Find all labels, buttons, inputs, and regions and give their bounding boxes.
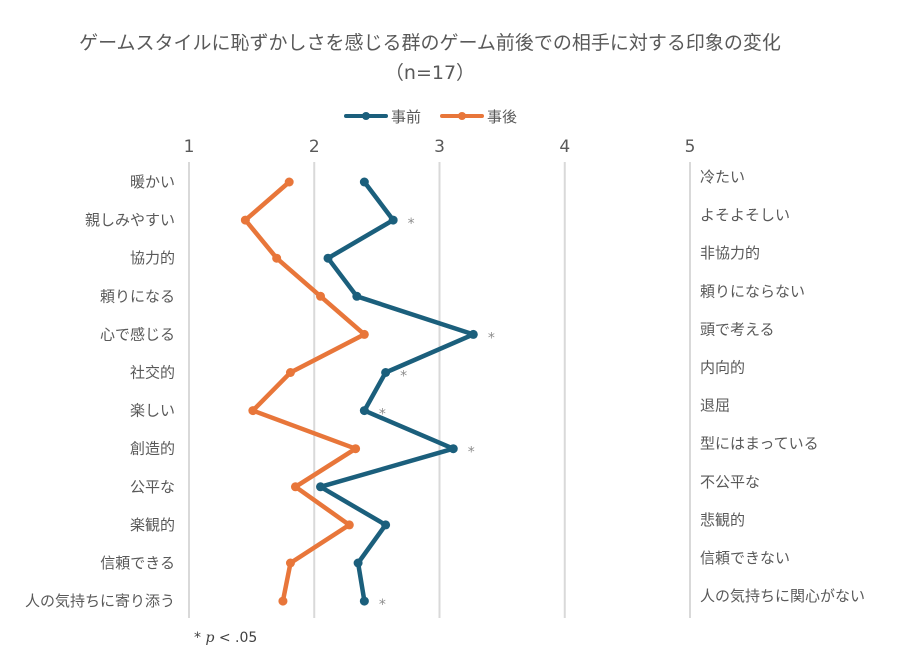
data-point (316, 291, 326, 301)
data-point (359, 329, 369, 339)
category-label-left: 協力的 (130, 249, 175, 267)
chart-title-line2: （n=17） (384, 62, 476, 84)
series-line (318, 179, 476, 604)
data-point (278, 596, 288, 606)
category-label-right: 退屈 (700, 397, 730, 415)
data-point (359, 406, 369, 416)
significance-marker: * (400, 369, 407, 385)
data-point (468, 329, 478, 339)
category-label-left: 心で感じる (100, 325, 175, 343)
category-label-left: 社交的 (130, 364, 175, 382)
category-label-left: 頼りになる (100, 287, 175, 305)
significance-marker: * (408, 216, 415, 232)
category-label-left: 公平な (130, 478, 175, 496)
significance-note: * p < .05 (194, 630, 258, 646)
chart-title: ゲームスタイルに恥ずかしさを感じる群のゲーム前後での相手に対する印象の変化 （n… (0, 28, 860, 88)
category-label-right: 信頼できない (700, 549, 790, 567)
legend-line-marker-icon (440, 104, 484, 128)
category-label-right: 頼りにならない (700, 282, 805, 300)
x-tick-label: 2 (309, 137, 320, 157)
x-tick-label: 1 (184, 137, 195, 157)
series-line (243, 179, 367, 604)
data-point (388, 215, 398, 225)
significance-marker: * (379, 597, 386, 613)
data-point (352, 291, 362, 301)
data-point (359, 177, 369, 187)
category-label-left: 親しみやすい (85, 211, 175, 229)
significance-marker: * (468, 445, 475, 461)
x-tick-label: 5 (685, 137, 696, 157)
category-label-left: 楽観的 (130, 516, 175, 534)
data-point (272, 253, 282, 263)
category-label-left: 暖かい (130, 173, 175, 191)
data-point (323, 253, 333, 263)
category-label-right: 冷たい (700, 168, 745, 186)
x-tick-label: 3 (434, 137, 445, 157)
category-label-left: 信頼できる (100, 554, 175, 572)
category-label-right: 悲観的 (700, 511, 745, 529)
data-point (290, 482, 300, 492)
legend-item-before: 事前 (344, 104, 421, 128)
data-point (381, 368, 391, 377)
data-point (344, 520, 354, 530)
data-point (448, 444, 458, 454)
category-label-right: 不公平な (700, 473, 760, 491)
data-point (240, 215, 250, 225)
data-point (284, 177, 294, 187)
legend: 事前 事後 (0, 104, 910, 128)
data-point (285, 558, 295, 568)
category-label-left: 楽しい (130, 402, 175, 420)
data-point (316, 482, 326, 492)
category-label-left: 創造的 (130, 440, 175, 458)
category-label-right: 非協力的 (700, 244, 760, 262)
data-point (353, 558, 363, 568)
data-point (248, 406, 258, 416)
category-label-right: 頭で考える (700, 320, 775, 338)
legend-label-before: 事前 (391, 107, 422, 126)
data-point (351, 444, 361, 454)
legend-item-after: 事後 (440, 104, 517, 128)
category-label-left: 人の気持ちに寄り添う (25, 592, 175, 610)
x-tick-label: 4 (559, 137, 570, 157)
category-label-right: よそよそしい (700, 206, 790, 224)
legend-line-marker-icon (344, 104, 388, 128)
data-point (359, 596, 369, 606)
chart-title-line1: ゲームスタイルに恥ずかしさを感じる群のゲーム前後での相手に対する印象の変化 (79, 32, 781, 54)
data-point (285, 368, 295, 377)
category-label-right: 人の気持ちに関心がない (700, 587, 865, 605)
significance-marker: * (379, 407, 386, 423)
data-point (381, 520, 391, 530)
legend-label-after: 事後 (487, 107, 518, 126)
category-label-right: 型にはまっている (700, 435, 819, 453)
significance-marker: * (488, 330, 495, 346)
category-label-right: 内向的 (700, 359, 745, 377)
